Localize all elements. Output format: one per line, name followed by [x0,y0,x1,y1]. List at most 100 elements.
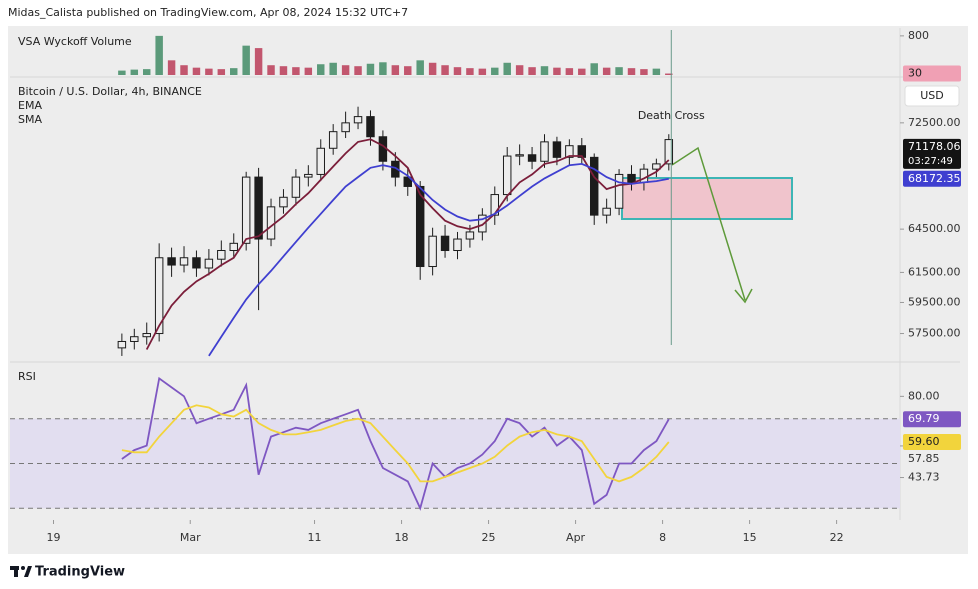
candle-body [440,235,450,252]
candle-body [614,173,624,209]
volume-bar [640,69,648,75]
volume-bar [602,67,611,75]
candle-body [266,206,276,240]
candle-body [179,257,189,266]
volume-bar [503,62,511,75]
candle-body [130,336,139,342]
candle-body [552,141,562,158]
candle-body [465,231,475,240]
candle-body [540,141,549,162]
y-tick-label: 61500.00 [908,265,961,278]
x-tick-label: 18 [395,531,409,544]
x-tick-label: 15 [743,531,757,544]
pane-title: RSI [18,370,36,383]
x-tick-label: Apr [566,531,586,544]
price-badge [903,434,961,451]
candle-body [478,214,487,233]
currency-box [904,85,960,107]
x-tick-label: 25 [482,531,496,544]
x-tick-label: 19 [47,531,61,544]
volume-bar [354,66,362,75]
volume-bar [341,65,350,75]
tv-logo [10,566,32,577]
volume-bar [242,45,250,75]
volume-bar [304,67,313,75]
volume-bar [652,68,661,75]
pane-title: Bitcoin / U.S. Dollar, 4h, BINANCE [18,85,202,98]
candle-body [602,207,611,216]
volume-bar [317,64,325,75]
volume-bar [515,65,524,75]
volume-bar [540,66,549,75]
volume-bar [466,68,474,75]
volume-bar [428,62,437,75]
volume-bar [379,62,387,75]
arrow-head [734,288,753,304]
volume-bar [528,67,536,75]
x-tick-label: 22 [830,531,844,544]
y-tick-label: 80.00 [908,389,940,402]
candle-body [279,196,288,208]
logo-dot [21,566,25,570]
y-tick-label: 800 [908,29,929,42]
candle-body [366,116,375,138]
series-line [121,404,670,483]
candle-body [627,173,636,183]
price-badge [903,411,961,428]
footer-brand: TradingView [35,565,125,580]
candle-body [142,333,151,338]
badge-label: 69.79 [908,412,940,425]
volume-bar [329,62,337,75]
annotation-label: Death Cross [638,109,705,122]
y-tick-label: 43.73 [908,471,940,484]
projection-arrow [671,146,746,301]
volume-bar [143,69,151,75]
candle-body [353,116,363,124]
candle-body [192,257,201,269]
candle-body [229,242,238,252]
y-tick-label: 57.85 [908,452,940,465]
volume-bar [130,69,139,75]
volume-bar [404,66,412,75]
supply-zone [621,177,793,220]
y-tick-label: 72500.00 [908,116,961,129]
volume-bar [553,67,561,75]
candle-body [241,176,251,244]
y-tick-label: 64500.00 [908,222,961,235]
series-line [145,138,670,350]
volume-bar [491,67,499,75]
candle-body [565,145,574,158]
candle-body [490,194,500,216]
candle-body [652,163,661,170]
header: Midas_Calista published on TradingView.c… [8,6,408,19]
candle-body [204,258,214,269]
legend-entry: EMA [18,99,42,112]
x-tick-label: Mar [180,531,201,544]
volume-bar [615,67,623,75]
volume-bar [180,65,188,75]
candle-body [428,235,437,268]
volume-bar [192,67,201,75]
candle-body [341,122,350,133]
candle-body [527,154,537,162]
volume-bar [578,68,586,75]
volume-bar [441,65,449,75]
y-tick-label: 59500.00 [908,295,961,308]
volume-bar [254,48,263,75]
volume-bar [118,70,126,75]
logo-stem [14,566,18,577]
volume-bar [665,73,673,75]
candle-body [316,147,325,175]
candle-body [589,156,599,216]
candle-body [154,257,164,335]
price-badge [903,65,961,82]
volume-bar [565,68,574,75]
candle-body [403,176,412,187]
badge-label: 71178.06 [908,140,961,153]
currency-label: USD [920,89,944,102]
badge-label: 30 [908,67,922,80]
candle-body [254,176,263,240]
volume-bar [627,68,636,75]
pane-title: VSA Wyckoff Volume [18,35,132,48]
